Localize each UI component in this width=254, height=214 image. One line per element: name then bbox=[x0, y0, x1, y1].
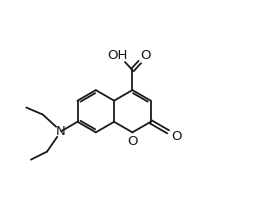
Text: OH: OH bbox=[106, 49, 127, 62]
Text: O: O bbox=[140, 49, 150, 62]
Text: O: O bbox=[170, 130, 181, 143]
Text: N: N bbox=[56, 125, 66, 138]
Text: O: O bbox=[127, 135, 137, 148]
